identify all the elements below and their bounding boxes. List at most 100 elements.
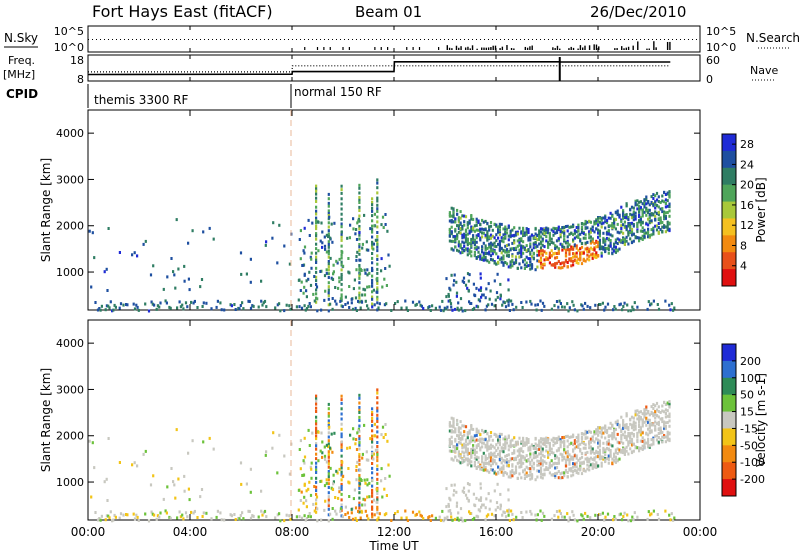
power-cell xyxy=(513,247,516,251)
velocity-cell xyxy=(586,463,589,467)
power-cell xyxy=(445,307,448,311)
velocity-cell xyxy=(648,413,651,417)
power-cell xyxy=(605,232,609,236)
power-colorbar-tick-label: 8 xyxy=(740,239,747,252)
power-cell xyxy=(547,240,550,244)
velocity-cell xyxy=(573,464,576,468)
power-cell xyxy=(495,233,498,237)
power-cell xyxy=(358,248,361,252)
power-cell xyxy=(654,206,657,210)
power-cell xyxy=(464,240,468,244)
power-cell xyxy=(321,241,324,245)
power-cell xyxy=(340,244,343,248)
power-cell xyxy=(479,236,482,240)
power-cell xyxy=(511,247,514,251)
power-cell xyxy=(459,221,462,225)
power-cell xyxy=(182,307,185,311)
velocity-cell xyxy=(523,441,526,445)
power-cell xyxy=(652,193,655,197)
power-cell xyxy=(473,243,476,247)
power-cell xyxy=(604,238,607,242)
power-cell xyxy=(598,220,601,224)
velocity-cell xyxy=(559,445,562,449)
power-cell xyxy=(491,234,494,238)
power-cell xyxy=(406,309,409,312)
velocity-cell xyxy=(502,443,505,447)
velocity-cell xyxy=(315,428,318,432)
velocity-cell xyxy=(190,510,193,514)
velocity-cell xyxy=(340,470,343,474)
velocity-cell xyxy=(477,465,480,469)
power-cell xyxy=(371,305,374,309)
power-cell xyxy=(470,215,473,218)
velocity-cell xyxy=(643,408,646,412)
velocity-cell xyxy=(580,432,584,436)
power-cell xyxy=(589,235,592,239)
power-colorbar-swatch xyxy=(722,201,736,219)
velocity-cell xyxy=(511,474,514,478)
velocity-cell xyxy=(443,516,446,520)
power-cell xyxy=(497,255,500,259)
power-cell xyxy=(584,259,587,263)
velocity-cell xyxy=(261,513,264,517)
power-cell xyxy=(352,227,355,231)
velocity-cell xyxy=(473,516,476,520)
velocity-cell xyxy=(262,511,265,515)
velocity-cell xyxy=(310,467,313,471)
velocity-cell xyxy=(641,448,644,451)
power-cell xyxy=(520,301,523,304)
power-cell xyxy=(332,270,335,274)
power-cell xyxy=(470,244,473,248)
power-cell xyxy=(481,218,484,222)
power-cell xyxy=(359,267,362,271)
power-cell xyxy=(607,232,610,236)
velocity-cell xyxy=(584,469,587,473)
power-cell xyxy=(468,219,471,223)
velocity-cell xyxy=(511,438,514,442)
power-cell xyxy=(577,229,580,233)
velocity-cell xyxy=(359,516,362,520)
power-cell xyxy=(586,257,589,261)
velocity-cell xyxy=(547,455,550,459)
power-colorbar-swatch xyxy=(722,150,736,169)
power-cell xyxy=(341,250,344,254)
power-cell xyxy=(668,303,671,307)
velocity-cell xyxy=(466,442,469,446)
power-cell xyxy=(357,217,360,221)
velocity-cell xyxy=(371,471,374,475)
power-cell xyxy=(441,299,444,303)
power-cell xyxy=(645,195,648,199)
power-cell xyxy=(584,247,587,251)
power-cell xyxy=(502,300,505,304)
velocity-cell xyxy=(297,488,300,492)
power-cell xyxy=(191,229,194,233)
power-cell xyxy=(188,288,191,292)
velocity-cell xyxy=(633,511,636,515)
power-cell xyxy=(155,307,158,311)
power-cell xyxy=(137,308,140,312)
velocity-cell xyxy=(457,430,460,434)
velocity-cell xyxy=(118,461,121,464)
velocity-cell xyxy=(663,420,666,424)
power-cell xyxy=(604,243,607,247)
power-cell xyxy=(340,202,343,206)
power-cell xyxy=(643,201,646,205)
power-cell xyxy=(632,218,635,222)
velocity-cell xyxy=(584,429,587,433)
velocity-cell xyxy=(366,514,369,518)
velocity-cell xyxy=(429,519,432,522)
power-cell xyxy=(591,237,594,241)
power-cell xyxy=(323,235,326,239)
velocity-cell xyxy=(639,428,642,431)
velocity-cell xyxy=(541,476,544,480)
velocity-cell xyxy=(650,405,653,409)
power-cell xyxy=(473,250,476,254)
power-cell xyxy=(508,309,511,312)
velocity-cell xyxy=(371,478,374,482)
velocity-cell xyxy=(488,438,491,442)
power-cell xyxy=(309,305,312,309)
power-cell xyxy=(559,228,562,232)
power-cell xyxy=(594,303,597,307)
power-cell xyxy=(602,221,605,225)
